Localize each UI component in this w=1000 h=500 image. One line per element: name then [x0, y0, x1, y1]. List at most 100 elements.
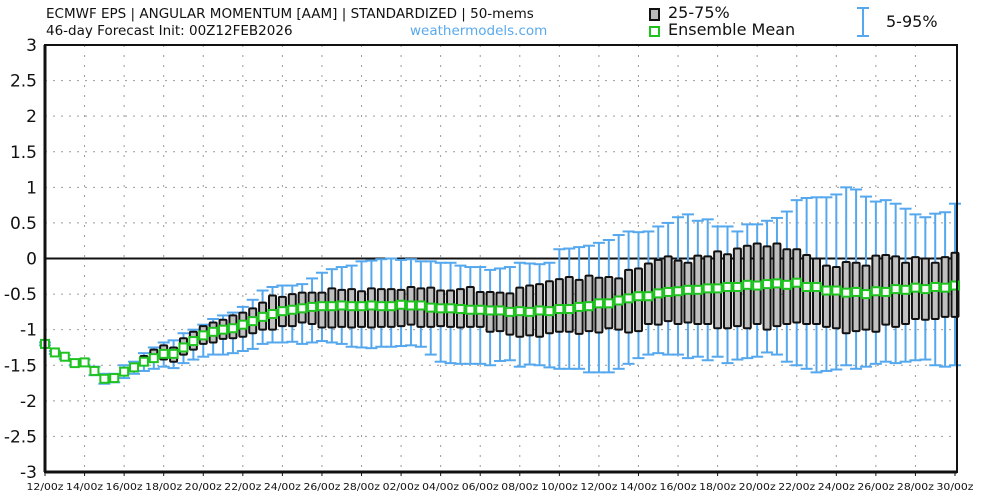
legend-box-icon: [649, 8, 660, 21]
mean-marker: [524, 306, 535, 317]
site-link[interactable]: weathermodels.com: [410, 23, 548, 39]
y-tick-label: -0.5: [4, 285, 37, 305]
mean-marker: [732, 281, 743, 292]
x-tick-label: 18/00z: [145, 482, 182, 493]
mean-marker: [514, 306, 525, 317]
y-tick-label: -3: [20, 463, 37, 483]
y-tick-label: -2.5: [4, 427, 37, 447]
mean-marker: [633, 291, 644, 302]
mean-marker: [841, 287, 852, 298]
iqr-box: [831, 266, 841, 330]
mean-marker: [326, 301, 337, 312]
y-tick-label: -2: [20, 392, 37, 412]
mean-marker: [148, 353, 159, 364]
mean-marker: [584, 301, 595, 312]
mean-marker: [287, 304, 298, 315]
y-tick-label: 0.5: [10, 214, 37, 234]
mean-marker: [860, 289, 871, 300]
mean-marker: [554, 304, 565, 315]
mean-marker: [227, 323, 238, 334]
mean-marker: [445, 303, 456, 314]
mean-marker: [880, 286, 891, 297]
mean-marker: [762, 279, 773, 290]
y-tick-label: 1.5: [10, 143, 37, 163]
mean-marker: [79, 357, 90, 368]
legend-mean-label: Ensemble Mean: [668, 20, 796, 39]
mean-marker: [574, 301, 585, 312]
mean-marker: [564, 304, 575, 315]
mean-marker: [435, 303, 446, 314]
mean-marker: [198, 330, 209, 341]
mean-marker: [158, 348, 169, 359]
x-tick-label: 12/00z: [580, 482, 617, 493]
mean-marker: [930, 281, 941, 292]
mean-marker: [870, 286, 881, 297]
legend-mean-icon: [649, 26, 660, 37]
mean-marker: [504, 306, 515, 317]
x-tick-label: 12/00z: [27, 482, 64, 493]
mean-marker: [425, 302, 436, 313]
mean-marker: [771, 278, 782, 289]
x-tick-label: 26/00z: [303, 482, 340, 493]
mean-marker: [405, 300, 416, 311]
mean-marker: [485, 305, 496, 316]
x-tick-label: 14/00z: [66, 482, 103, 493]
mean-marker: [801, 281, 812, 292]
mean-marker: [208, 326, 219, 337]
mean-marker: [129, 362, 140, 373]
mean-marker: [109, 373, 120, 384]
mean-marker: [742, 279, 753, 290]
mean-marker: [851, 286, 862, 297]
mean-marker: [900, 284, 911, 295]
x-tick-label: 22/00z: [224, 482, 261, 493]
y-tick-label: 0: [26, 250, 37, 270]
y-tick-label: -1.5: [4, 356, 37, 376]
x-tick-label: 04/00z: [422, 482, 459, 493]
y-tick-label: 2.5: [10, 72, 37, 92]
mean-marker: [49, 347, 60, 358]
mean-marker: [396, 299, 407, 310]
x-tick-label: 16/00z: [660, 482, 697, 493]
mean-marker: [277, 306, 288, 317]
x-tick-label: 24/00z: [264, 482, 301, 493]
legend-whisker-icon: [857, 7, 869, 37]
mean-marker: [59, 351, 70, 362]
x-tick-label: 10/00z: [541, 482, 578, 493]
mean-marker: [910, 282, 921, 293]
legend-whisker-label: 5-95%: [886, 12, 938, 31]
mean-marker: [316, 301, 327, 312]
x-tick-label: 06/00z: [462, 482, 499, 493]
y-tick-label: 2: [26, 107, 37, 127]
mean-marker: [257, 311, 268, 322]
x-tick-label: 20/00z: [739, 482, 776, 493]
mean-marker: [218, 324, 229, 335]
mean-marker: [455, 304, 466, 315]
mean-marker: [791, 277, 802, 288]
mean-marker: [702, 283, 713, 294]
mean-marker: [781, 279, 792, 290]
chart-title: ECMWF EPS | ANGULAR MOMENTUM [AAM] | STA…: [46, 6, 534, 22]
mean-marker: [178, 342, 189, 353]
mean-marker: [297, 303, 308, 314]
mean-marker: [831, 285, 842, 296]
mean-marker: [336, 300, 347, 311]
mean-marker: [376, 301, 387, 312]
x-tick-label: 30/00z: [937, 482, 974, 493]
mean-marker: [267, 309, 278, 320]
x-tick-label: 08/00z: [501, 482, 538, 493]
mean-marker: [366, 300, 377, 311]
mean-marker: [346, 301, 357, 312]
mean-marker: [890, 284, 901, 295]
mean-marker: [247, 316, 258, 327]
mean-marker: [237, 319, 248, 330]
mean-marker: [673, 286, 684, 297]
x-tick-label: 02/00z: [383, 482, 420, 493]
x-tick-label: 24/00z: [818, 482, 855, 493]
y-tick-label: -1: [20, 321, 37, 341]
mean-marker: [138, 356, 149, 367]
mean-marker: [692, 284, 703, 295]
mean-marker: [950, 280, 960, 291]
mean-marker: [99, 373, 110, 384]
mean-marker: [89, 365, 100, 376]
